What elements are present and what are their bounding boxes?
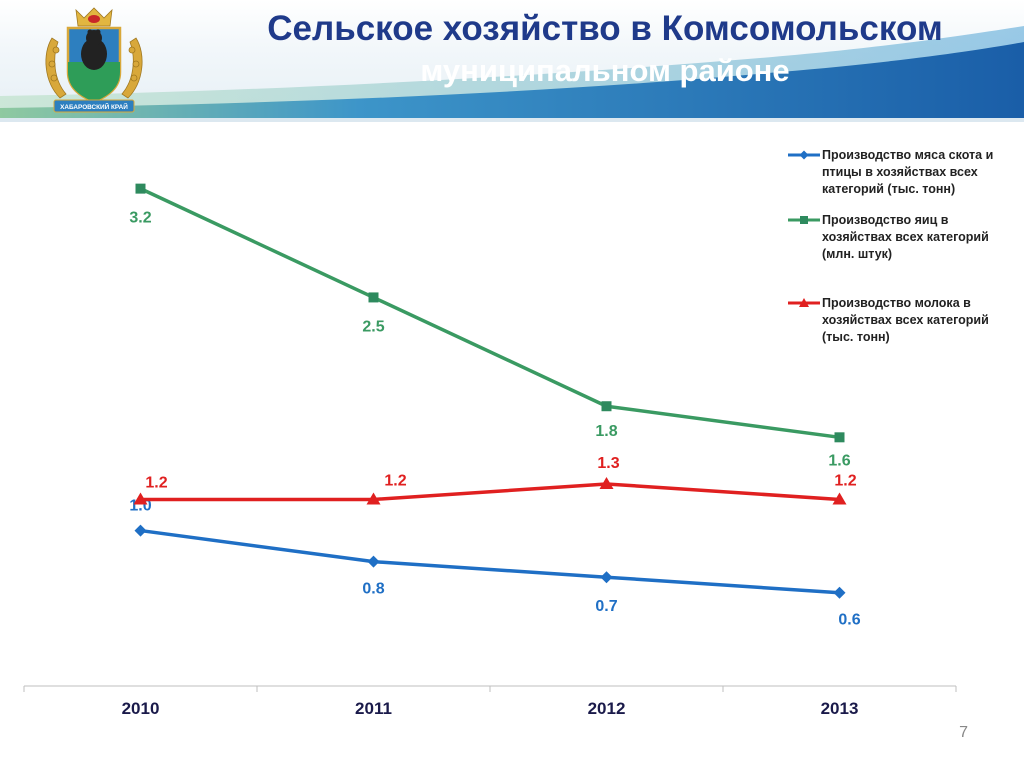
data-label: 1.8 <box>595 423 617 440</box>
data-label: 2.5 <box>362 318 384 335</box>
legend-item-meat: Производство мяса скота и птицы в хозяйс… <box>788 147 1018 198</box>
data-point-triangle <box>599 476 614 489</box>
slide-title-line-1: Сельское хозяйство в Комсомольском <box>267 9 943 48</box>
x-tick-label: 2012 <box>588 699 626 718</box>
legend-item-eggs: Производство яиц в хозяйствах всех катег… <box>788 212 1018 263</box>
data-point-diamond <box>367 555 380 568</box>
x-tick-label: 2013 <box>821 699 859 718</box>
data-label: 1.6 <box>828 452 850 469</box>
series-line <box>138 186 842 440</box>
legend-marker-triangle-icon <box>788 298 820 307</box>
series-line <box>138 528 842 595</box>
data-point-square <box>834 432 845 443</box>
data-label: 1.3 <box>597 455 619 472</box>
legend-marker-square-icon <box>788 216 820 224</box>
data-point-square <box>368 292 379 303</box>
data-label: 3.2 <box>129 210 151 227</box>
series-line <box>138 482 842 502</box>
slide-header: ХАБАРОВСКИЙ КРАЙ Сельское хозяйство в Ко… <box>0 0 1024 122</box>
data-point-diamond <box>134 524 147 537</box>
x-tick-label: 2011 <box>355 699 392 718</box>
coat-of-arms-emblem: ХАБАРОВСКИЙ КРАЙ <box>45 7 143 113</box>
legend-item-milk: Производство молока в хозяйствах всех ка… <box>788 295 1018 346</box>
data-point-triangle <box>133 492 148 505</box>
slide-title-line-2: муниципальном районе <box>420 53 790 88</box>
legend-marker-diamond-icon <box>788 150 820 160</box>
legend-label-milk: Производство молока в хозяйствах всех ка… <box>822 296 989 344</box>
x-axis: 2010 2011 2012 2013 <box>23 685 957 718</box>
data-point-diamond <box>600 571 613 584</box>
data-label: 1.2 <box>834 472 856 489</box>
slide-title: Сельское хозяйство в Комсомольском муниц… <box>190 8 1020 92</box>
data-point-triangle <box>832 492 847 505</box>
line-chart: 2010 2011 2012 2013 1.0 0.8 0.7 0.6 3.2 2.5 1.8 1.… <box>23 183 957 718</box>
data-point-triangle <box>366 492 381 505</box>
series-0: 1.0 0.8 0.7 0.6 <box>129 498 860 629</box>
header-swoosh-graphic <box>0 26 1024 122</box>
data-point-square <box>601 401 612 412</box>
data-point-square <box>135 183 146 194</box>
svg-text:ХАБАРОВСКИЙ КРАЙ: ХАБАРОВСКИЙ КРАЙ <box>60 102 128 111</box>
legend-label-eggs: Производство яиц в хозяйствах всех катег… <box>822 213 989 261</box>
data-label: 0.6 <box>838 612 860 629</box>
chart-legend: Производство мяса скота и птицы в хозяйс… <box>788 147 1018 346</box>
series-2: 1.2 1.2 1.3 1.2 <box>133 455 857 505</box>
data-label: 1.2 <box>384 472 406 489</box>
data-label: 0.8 <box>362 581 384 598</box>
x-tick-label: 2010 <box>122 699 160 718</box>
chart-series: 1.0 0.8 0.7 0.6 3.2 2.5 1.8 1.6 1.2 1.2 1.3 1.2 <box>129 183 861 629</box>
page-number: 7 <box>959 724 968 741</box>
data-point-diamond <box>833 586 846 599</box>
data-label: 0.7 <box>595 598 617 615</box>
data-label: 1.0 <box>129 498 151 515</box>
data-label: 1.2 <box>145 474 167 491</box>
series-1: 3.2 2.5 1.8 1.6 <box>129 183 851 469</box>
legend-label-meat: Производство мяса скота и птицы в хозяйс… <box>822 148 994 196</box>
